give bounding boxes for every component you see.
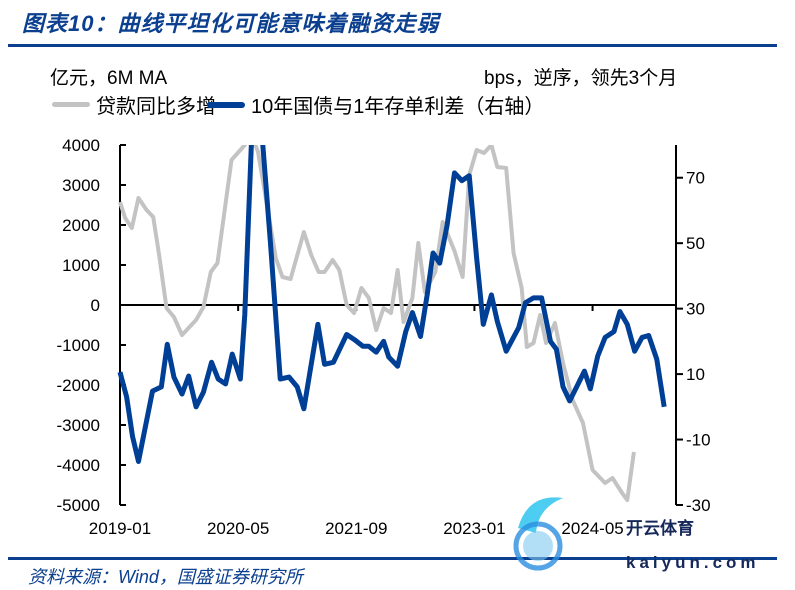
left-tick-label: -5000 bbox=[57, 496, 100, 515]
x-tick-label: 2019-01 bbox=[89, 519, 151, 538]
series-line-spread bbox=[117, 145, 667, 464]
x-tick-label: 2023-01 bbox=[443, 519, 505, 538]
chart-plot: 4000 3000 2000 1000 0 -1000 -2000 -3000 -4000 -50… bbox=[57, 136, 711, 538]
right-tick-label: 50 bbox=[686, 234, 705, 253]
watermark-logo: 开云体育 kaiyun.com bbox=[513, 497, 760, 572]
legend-item-spread: 10年国债与1年存单利差（右轴） bbox=[207, 90, 544, 119]
right-tick-label: -10 bbox=[686, 431, 711, 450]
right-tick-label: 10 bbox=[686, 365, 705, 384]
left-tick-label: 2000 bbox=[62, 216, 100, 235]
legend-swatch-gray bbox=[52, 102, 90, 107]
right-tick-label: 30 bbox=[686, 300, 705, 319]
svg-text:开云体育: 开云体育 bbox=[626, 518, 694, 538]
left-tick-label: 1000 bbox=[62, 256, 100, 275]
left-tick-label: -1000 bbox=[57, 336, 100, 355]
series-line-loan bbox=[118, 145, 636, 502]
chart-title: 图表10：曲线平坦化可能意味着融资走弱 bbox=[22, 11, 440, 36]
left-tick-label: -2000 bbox=[57, 376, 100, 395]
source-note: 资料来源：Wind，国盛证券研究所 bbox=[28, 567, 303, 587]
right-axis-unit: bps，逆序，领先3个月 bbox=[484, 68, 678, 89]
footer-divider bbox=[8, 557, 777, 560]
x-tick-label: 2024-05 bbox=[561, 519, 623, 538]
left-tick-label: 3000 bbox=[62, 176, 100, 195]
legend-label-loan: 贷款同比多增 bbox=[96, 96, 216, 118]
x-tick-label: 2021-09 bbox=[325, 519, 387, 538]
left-tick-label: 4000 bbox=[62, 136, 100, 155]
left-tick-label: 0 bbox=[91, 296, 100, 315]
legend-item-loan: 贷款同比多增 bbox=[52, 90, 216, 119]
x-tick-label: 2020-05 bbox=[207, 519, 269, 538]
legend-swatch-blue bbox=[207, 101, 245, 108]
right-tick-label: 70 bbox=[686, 169, 705, 188]
legend-label-spread: 10年国债与1年存单利差（右轴） bbox=[251, 96, 545, 118]
svg-text:kaiyun.com: kaiyun.com bbox=[626, 553, 760, 572]
left-tick-label: -4000 bbox=[57, 456, 100, 475]
title-divider bbox=[8, 44, 777, 47]
left-axis-unit: 亿元，6M MA bbox=[50, 68, 168, 89]
left-tick-label: -3000 bbox=[57, 416, 100, 435]
right-tick-label: -30 bbox=[686, 496, 711, 515]
